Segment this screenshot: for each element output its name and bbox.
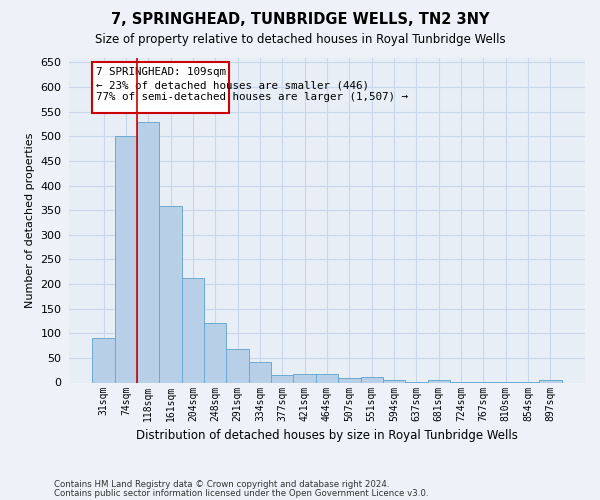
Bar (204, 324, 226, 382)
Text: 7 SPRINGHEAD: 109sqm: 7 SPRINGHEAD: 109sqm (95, 68, 226, 78)
Text: Size of property relative to detached houses in Royal Tunbridge Wells: Size of property relative to detached ho… (95, 32, 505, 46)
Bar (383, 380, 405, 382)
Bar (226, 349, 249, 382)
Bar (92, 338, 115, 382)
Bar (160, 206, 182, 382)
Bar (361, 377, 383, 382)
Bar (316, 374, 338, 382)
Text: Contains HM Land Registry data © Crown copyright and database right 2024.: Contains HM Land Registry data © Crown c… (54, 480, 389, 489)
Text: 77% of semi-detached houses are larger (1,507) →: 77% of semi-detached houses are larger (… (96, 92, 408, 102)
Y-axis label: Number of detached properties: Number of detached properties (25, 132, 35, 308)
Bar (115, 136, 137, 382)
FancyBboxPatch shape (92, 62, 229, 112)
Bar (293, 374, 316, 382)
Bar (137, 122, 160, 382)
Bar (338, 378, 361, 382)
Bar (271, 374, 293, 382)
Text: 7, SPRINGHEAD, TUNBRIDGE WELLS, TN2 3NY: 7, SPRINGHEAD, TUNBRIDGE WELLS, TN2 3NY (111, 12, 489, 28)
X-axis label: Distribution of detached houses by size in Royal Tunbridge Wells: Distribution of detached houses by size … (136, 429, 518, 442)
Bar (539, 380, 562, 382)
Bar (182, 278, 204, 382)
Text: ← 23% of detached houses are smaller (446): ← 23% of detached houses are smaller (44… (96, 80, 369, 90)
Text: Contains public sector information licensed under the Open Government Licence v3: Contains public sector information licen… (54, 488, 428, 498)
Bar (249, 362, 271, 382)
Bar (428, 380, 450, 382)
